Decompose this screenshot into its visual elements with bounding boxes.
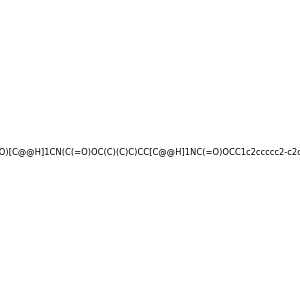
Text: O=C(O)[C@@H]1CN(C(=O)OC(C)(C)C)CC[C@@H]1NC(=O)OCC1c2ccccc2-c2ccccc21: O=C(O)[C@@H]1CN(C(=O)OC(C)(C)C)CC[C@@H]1… [0, 147, 300, 156]
